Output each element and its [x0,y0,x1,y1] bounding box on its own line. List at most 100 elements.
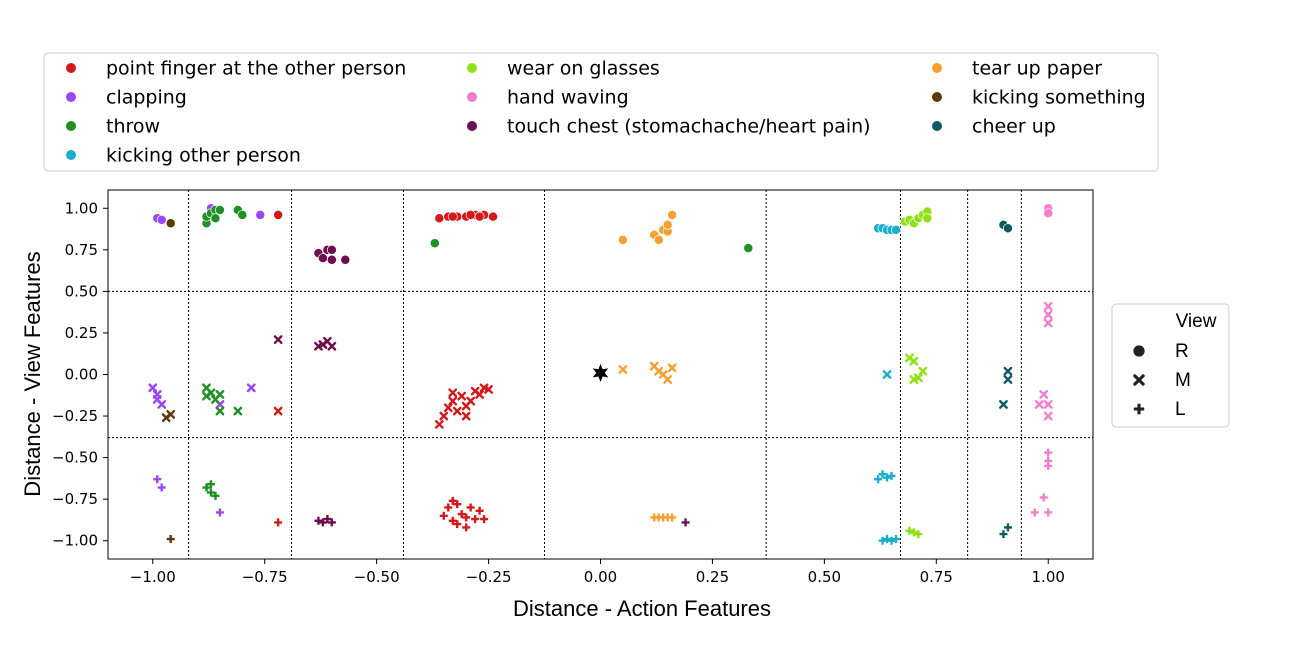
view-legend-marker [1132,344,1146,358]
x-tick-label: 0.25 [696,568,729,586]
data-point-r [255,209,266,220]
data-point-r [210,213,221,224]
data-point-r [237,209,248,220]
data-point-m [1043,318,1053,328]
data-point-l [448,516,457,525]
data-point-l [878,470,887,479]
y-tick-label: −0.75 [52,490,98,508]
data-point-l [1003,523,1012,532]
data-point-l [453,500,462,509]
data-point-r [891,224,901,235]
y-axis-ticks: 1.00 0.75 0.50 0.25 0.00 −0.25 −0.50 −0.75 −1.00 [52,199,108,550]
data-point-m [484,385,493,394]
data-point-m [999,400,1008,409]
x-axis-label: Distance - Action Features [513,596,771,621]
data-point-r [922,213,933,224]
data-point-m [461,411,471,421]
data-point-m [918,366,928,376]
data-point-l [892,535,900,544]
data-point-r [326,254,337,265]
data-point-r [617,234,628,245]
data-point-l [327,518,336,527]
legend-entry-label: cheer up [972,116,1056,138]
y-tick-label: −0.50 [52,449,98,467]
data-point-l [206,480,215,489]
data-point-m [161,413,171,423]
view-legend-frame [1111,303,1230,428]
data-point-l [909,528,918,537]
data-point-l [999,530,1008,539]
view-legend-marker [1133,374,1145,386]
data-point-l [211,491,220,500]
data-point-m [1034,400,1044,409]
data-point-l [1039,493,1048,502]
legend-marker [467,92,477,102]
data-point-l [153,475,162,484]
series-legend-frame [43,52,1159,172]
y-tick-label: 0.25 [65,324,98,342]
legend-entry-label: clapping [106,87,187,109]
data-point-m [206,388,216,398]
data-point-m [1043,400,1053,409]
data-point-l [448,496,457,505]
data-point-r [317,253,328,264]
data-point-l [878,536,887,545]
data-point-m [1043,411,1053,421]
data-points [148,203,1054,545]
x-tick-label: −1.00 [130,568,176,586]
y-axis-label: Distance - View Features [20,251,45,496]
data-point-l [1030,508,1039,517]
data-point-m [148,383,158,393]
data-point-m [618,365,628,374]
data-point-m [466,396,476,406]
data-point-l [1044,448,1053,457]
data-point-r [474,211,485,222]
legend-marker [66,121,76,131]
data-point-m [448,396,458,406]
data-point-r [488,211,498,222]
legend-marker [932,92,942,102]
data-point-l [453,520,462,529]
y-tick-label: 1.00 [65,199,98,217]
data-point-m [457,391,467,401]
data-point-l [1044,508,1053,517]
legend-entry-label: wear on glasses [507,58,660,80]
data-point-m [1003,375,1013,384]
data-point-m [327,341,337,351]
data-point-r [1043,208,1054,219]
data-point-l [439,511,448,520]
data-point-l [202,483,211,492]
data-point-r [156,214,167,225]
data-point-m [443,403,453,413]
x-tick-label: −0.50 [354,568,400,586]
data-point-r [165,218,176,229]
series-legend: point finger at the other person clapping… [43,52,1159,172]
data-point-l [475,506,484,515]
data-point-r [447,211,458,222]
x-tick-label: −0.75 [242,568,288,586]
data-point-l [874,475,883,484]
data-point-m [246,383,256,393]
legend-entry-label: tear up paper [972,58,1102,80]
data-point-m [452,406,462,416]
data-point-l [681,518,690,527]
legend-entry-label: kicking something [972,87,1146,109]
legend-marker [66,63,76,73]
legend-marker [66,150,76,160]
data-point-m [1043,301,1053,311]
legend-marker [932,63,942,73]
data-point-l [274,518,283,527]
data-point-m [215,406,225,416]
legend-marker [932,121,942,131]
data-point-m [1039,390,1049,399]
legend-marker [467,63,477,73]
data-point-l [157,483,166,492]
data-point-m [152,395,162,404]
legend-marker [66,92,76,102]
data-point-l [462,523,471,532]
data-point-l [887,471,896,480]
y-tick-label: −1.00 [52,532,98,550]
view-legend: View RML [1111,303,1230,428]
data-point-m [475,390,485,399]
